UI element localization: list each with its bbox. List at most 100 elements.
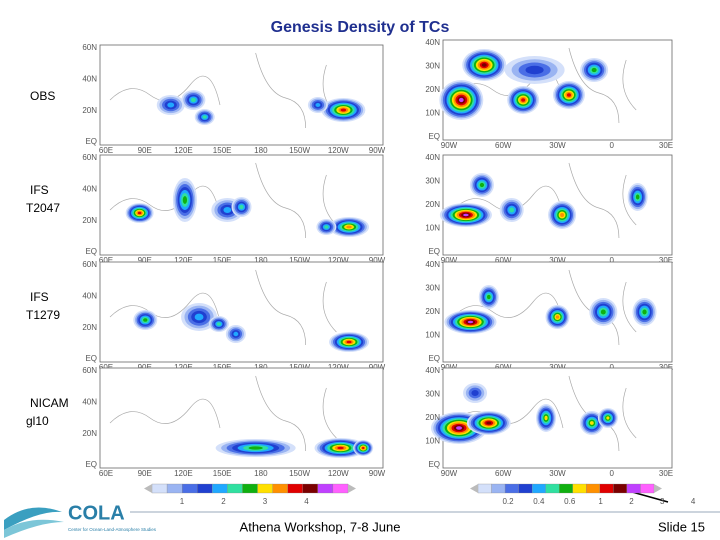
coastline: [109, 269, 337, 346]
lon-label: 120E: [174, 146, 193, 155]
colorbar-label: 4: [304, 497, 309, 506]
density-contour: [463, 213, 469, 217]
lon-label: 150E: [213, 146, 232, 155]
lat-label: 40N: [425, 153, 440, 162]
lat-label: 60N: [82, 43, 97, 52]
lon-label: 0: [610, 256, 615, 265]
density-contour: [216, 322, 221, 326]
colorbar-label: 2: [629, 497, 634, 506]
row-label: NICAM: [30, 396, 69, 410]
logo: COLA Center for Ocean-Land-Atmosphere St…: [4, 502, 157, 538]
lon-label: 120W: [328, 256, 349, 265]
density-contour: [479, 182, 485, 188]
lon-label: 120W: [328, 146, 349, 155]
map-row: 60N40N20NEQ60E90E120E150E180150W120W90W4…: [26, 260, 673, 372]
colorbar-swatch: [257, 483, 273, 494]
logo-subtitle: Center for Ocean-Land-Atmosphere Studies: [68, 527, 157, 532]
lon-label: 30E: [659, 141, 673, 150]
colorbar-label: 3: [660, 497, 665, 506]
colorbar-swatch: [626, 483, 641, 494]
lat-label: EQ: [85, 354, 97, 363]
lon-label: 30W: [549, 141, 566, 150]
lat-label: 30N: [425, 177, 440, 186]
lon-label: 90E: [138, 469, 152, 478]
colorbar-swatch: [504, 483, 519, 494]
lat-label: 20N: [425, 413, 440, 422]
colorbar-swatch: [272, 483, 288, 494]
colorbar-swatch: [477, 483, 492, 494]
colorbar-swatch: [242, 483, 258, 494]
lon-label: 180: [254, 256, 268, 265]
lon-label: 30E: [659, 469, 673, 478]
lon-label: 60W: [495, 141, 512, 150]
density-contour: [509, 207, 515, 213]
lon-label: 30W: [549, 256, 566, 265]
density-contour: [346, 225, 352, 229]
density-contour: [591, 67, 597, 73]
colorbar-swatch: [491, 483, 506, 494]
density-contour: [606, 416, 610, 420]
density-contour: [456, 426, 462, 430]
logo-text: COLA: [68, 502, 125, 524]
density-contour: [223, 207, 232, 213]
density-contour: [544, 415, 548, 421]
density-contour: [248, 446, 263, 450]
density-contour: [182, 196, 188, 204]
colorbar-label: 0.4: [533, 497, 545, 506]
colorbar-swatch: [532, 483, 546, 494]
density-contour: [566, 93, 571, 97]
lat-label: EQ: [428, 132, 440, 141]
row-label: gl10: [26, 414, 49, 428]
lon-label: 150E: [213, 256, 232, 265]
lon-label: 90W: [369, 469, 386, 478]
density-contour: [471, 389, 479, 397]
colorbar-swatch: [227, 483, 243, 494]
lat-label: 10N: [425, 109, 440, 118]
lat-label: 20N: [425, 200, 440, 209]
lat-label: 20N: [82, 323, 97, 332]
colorbar-swatch: [182, 483, 198, 494]
lon-label: 180: [254, 469, 268, 478]
colorbar-swatch: [151, 483, 168, 494]
lat-label: 30N: [425, 62, 440, 71]
lon-label: 120W: [328, 469, 349, 478]
density-contour: [239, 204, 244, 210]
colorbar-swatch: [518, 483, 533, 494]
colorbar-swatch: [302, 483, 318, 494]
lat-label: 20N: [425, 307, 440, 316]
lat-label: 20N: [82, 429, 97, 438]
density-contour: [555, 315, 560, 319]
lon-label: 0: [610, 141, 615, 150]
lat-label: 20N: [82, 216, 97, 225]
density-contour: [487, 294, 491, 300]
density-contour: [190, 97, 196, 103]
lat-label: 40N: [82, 74, 97, 83]
slide-title: Genesis Density of TCs: [271, 19, 450, 36]
density-contour: [315, 103, 321, 107]
colorbar-label: 1: [180, 497, 185, 506]
density-contour: [137, 211, 142, 215]
lat-label: 40N: [82, 397, 97, 406]
density-contour: [600, 309, 606, 315]
density-contour: [589, 421, 594, 425]
lon-label: 60W: [495, 256, 512, 265]
density-contour: [458, 97, 464, 103]
lat-label: EQ: [428, 460, 440, 469]
colorbar-swatch: [640, 483, 655, 494]
lat-label: 40N: [82, 184, 97, 193]
density-contour: [560, 213, 565, 217]
lat-label: EQ: [85, 137, 97, 146]
lat-label: 10N: [425, 224, 440, 233]
row-label: OBS: [30, 89, 55, 103]
lon-label: 150W: [289, 469, 310, 478]
lon-label: 150W: [289, 146, 310, 155]
lon-label: 90W: [441, 256, 458, 265]
lat-label: EQ: [85, 460, 97, 469]
density-contour: [324, 225, 329, 229]
lat-label: 60N: [82, 366, 97, 375]
lat-label: 60N: [82, 260, 97, 269]
colorbar-label: 0.2: [502, 497, 514, 506]
density-contour: [467, 320, 474, 324]
